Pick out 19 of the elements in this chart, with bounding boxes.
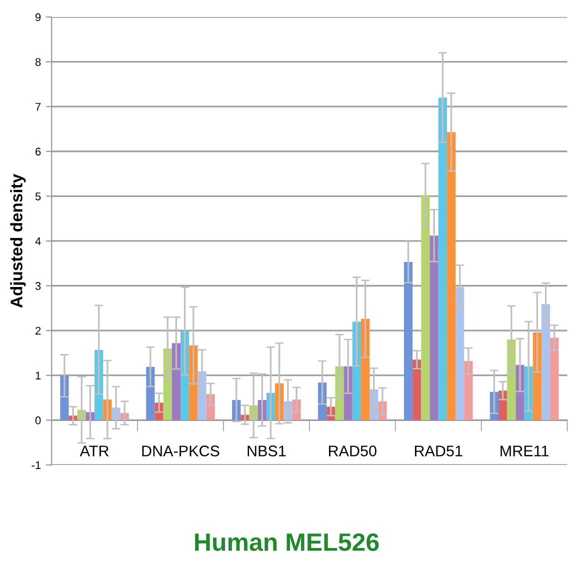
- y-tick-label: 2: [36, 326, 41, 335]
- y-tick-label: 7: [36, 102, 41, 111]
- x-tick-label: MRE11: [500, 446, 548, 456]
- y-tick-label: 4: [35, 237, 41, 245]
- y-tick-label: 8: [35, 58, 41, 66]
- y-tick-label: 6: [36, 148, 41, 156]
- x-tick-label: RAD50: [329, 446, 376, 456]
- text: Human MEL526: [195, 533, 379, 552]
- y-tick-label: 5: [35, 192, 41, 200]
- y-axis-title: Adjusted density: [10, 174, 26, 308]
- y-tick-label: 1: [36, 372, 41, 380]
- y-tick-label: 3: [35, 282, 41, 290]
- x-tick-label: RAD51: [414, 446, 462, 456]
- x-tick-label: NBS1: [248, 446, 286, 456]
- y-tick-label: -1: [32, 461, 41, 469]
- y-tick-label: 9: [35, 13, 41, 22]
- x-tick-label: DNA-PKCS: [142, 446, 220, 456]
- x-tick-label: ATR: [80, 446, 109, 456]
- y-tick-label: 0: [35, 416, 41, 424]
